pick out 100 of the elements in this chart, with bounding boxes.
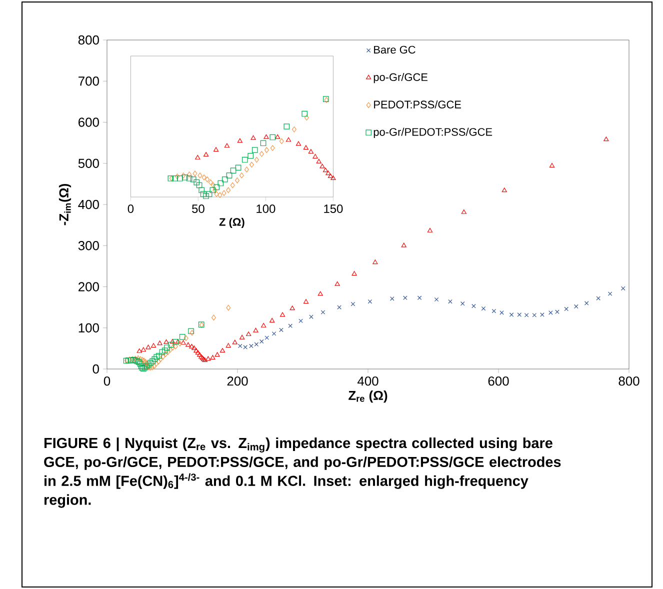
y-tick-label: 100 bbox=[78, 323, 99, 332]
point bbox=[224, 143, 230, 148]
point bbox=[524, 312, 529, 318]
point bbox=[304, 114, 309, 121]
point bbox=[220, 348, 226, 353]
point bbox=[175, 174, 180, 180]
point bbox=[254, 156, 259, 163]
point bbox=[235, 164, 242, 171]
point bbox=[286, 137, 292, 142]
point bbox=[352, 271, 357, 276]
point bbox=[540, 312, 544, 317]
point bbox=[222, 190, 226, 196]
point bbox=[234, 177, 240, 184]
x-tick-label: 100 bbox=[256, 204, 276, 213]
point bbox=[492, 308, 496, 314]
point bbox=[226, 172, 232, 178]
point bbox=[296, 141, 302, 146]
point bbox=[260, 140, 266, 146]
point bbox=[157, 340, 162, 346]
point bbox=[549, 162, 555, 168]
point bbox=[172, 175, 178, 182]
point bbox=[195, 154, 200, 160]
point bbox=[150, 343, 156, 348]
point bbox=[555, 310, 560, 314]
point bbox=[270, 145, 275, 151]
point bbox=[240, 334, 245, 340]
point bbox=[226, 343, 231, 348]
point bbox=[212, 187, 218, 194]
point bbox=[264, 134, 269, 139]
point bbox=[509, 312, 514, 317]
point bbox=[214, 184, 220, 190]
point bbox=[502, 188, 507, 192]
point bbox=[200, 191, 206, 197]
point bbox=[203, 193, 209, 199]
point bbox=[244, 166, 249, 172]
point bbox=[303, 299, 309, 304]
point bbox=[596, 296, 600, 300]
x-axis-title: Z (Ω) bbox=[219, 218, 244, 228]
point bbox=[189, 344, 194, 348]
point bbox=[214, 352, 220, 357]
point bbox=[158, 356, 163, 362]
point bbox=[218, 192, 222, 198]
point bbox=[390, 296, 394, 301]
x-tick-label: 0 bbox=[104, 376, 110, 386]
point bbox=[272, 331, 276, 336]
point bbox=[138, 356, 143, 362]
point bbox=[316, 158, 322, 164]
text: FIGURE 6 | Nyquist (Z$_{re}$ vs. Z$_{img}$) impedance spectra collected using bare GCE, po-Gr/GCE, PEDOT:PSS/GCE, and po-Gr/PEDOT:PSS/GCE electrodes in 2.5 mM [Fe(CN)$_{6}$]$^{4-/3-}$ and 0.1 M KCl. Inset: enlarged high-frequency region. bbox=[44, 438, 561, 508]
point bbox=[532, 312, 537, 318]
point bbox=[242, 156, 248, 163]
point bbox=[350, 302, 356, 306]
point bbox=[206, 356, 211, 361]
point bbox=[186, 175, 192, 182]
point bbox=[230, 168, 236, 174]
point bbox=[218, 180, 224, 186]
y-tick-label: 700 bbox=[78, 76, 99, 86]
x-tick-label: 800 bbox=[618, 376, 640, 386]
point bbox=[260, 339, 264, 344]
point bbox=[190, 176, 196, 182]
point bbox=[232, 340, 238, 344]
point bbox=[154, 360, 159, 367]
point bbox=[179, 334, 186, 340]
point bbox=[148, 360, 154, 366]
point bbox=[427, 228, 433, 232]
point bbox=[574, 304, 578, 309]
point bbox=[472, 304, 476, 308]
point bbox=[417, 296, 422, 300]
point bbox=[368, 299, 372, 304]
point bbox=[197, 352, 202, 357]
point bbox=[173, 343, 178, 350]
y-tick-label: 800 bbox=[78, 35, 99, 45]
point bbox=[137, 360, 144, 367]
point bbox=[253, 328, 258, 332]
y-tick-label: 500 bbox=[78, 158, 99, 168]
point bbox=[401, 242, 406, 248]
point bbox=[150, 364, 154, 370]
point bbox=[312, 154, 318, 158]
x-tick-label: 600 bbox=[488, 376, 509, 386]
point bbox=[210, 354, 216, 360]
point bbox=[214, 191, 219, 197]
point bbox=[204, 176, 210, 182]
point bbox=[246, 332, 252, 336]
point bbox=[156, 358, 161, 364]
point bbox=[206, 191, 212, 197]
point bbox=[226, 187, 231, 194]
point bbox=[154, 354, 160, 360]
point bbox=[210, 187, 216, 194]
point bbox=[211, 182, 216, 188]
point bbox=[194, 179, 200, 186]
point bbox=[328, 174, 334, 178]
point bbox=[250, 135, 256, 140]
point bbox=[192, 170, 198, 176]
x-tick-label: 0 bbox=[128, 204, 134, 213]
legend-label: Bare GC bbox=[374, 46, 416, 54]
legend-label: po-Gr/PEDOT:PSS/GCE bbox=[374, 128, 492, 138]
point bbox=[434, 297, 439, 302]
point bbox=[152, 363, 156, 370]
point bbox=[166, 349, 170, 356]
point bbox=[326, 170, 331, 176]
point bbox=[264, 147, 269, 153]
